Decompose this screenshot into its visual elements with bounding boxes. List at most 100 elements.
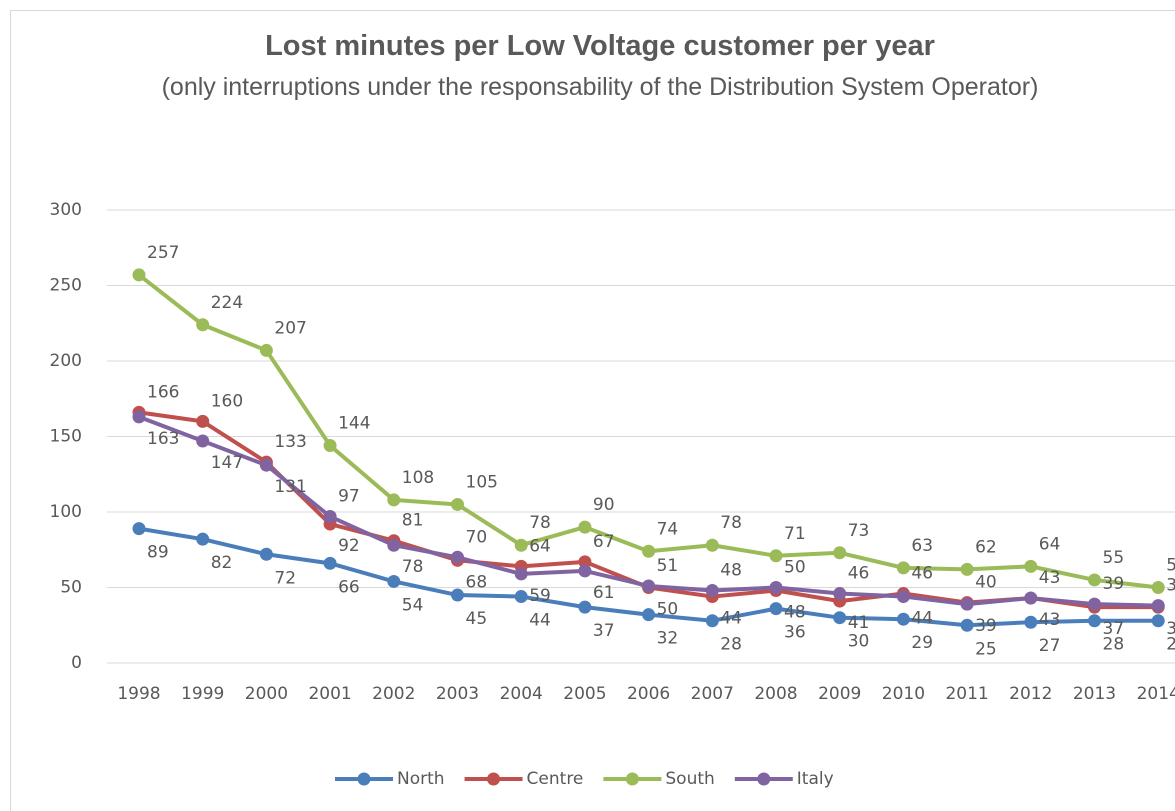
x-tick-label: 2000	[245, 684, 288, 704]
data-point	[259, 458, 273, 472]
data-point	[769, 602, 783, 616]
data-label: 43	[1039, 568, 1061, 588]
data-label: 133	[274, 432, 306, 452]
data-point	[960, 562, 974, 576]
legend-label: Centre	[527, 769, 584, 789]
x-tick-label: 2008	[754, 684, 797, 704]
y-tick-label: 50	[60, 578, 82, 598]
data-point	[1088, 597, 1101, 611]
data-label: 41	[848, 613, 870, 633]
x-tick-label: 2014	[1137, 684, 1175, 704]
data-point	[769, 549, 783, 563]
data-label: 68	[466, 572, 488, 592]
data-label: 37	[1103, 619, 1125, 639]
data-label: 45	[466, 609, 488, 629]
data-point	[578, 564, 592, 578]
x-tick-label: 2003	[436, 684, 479, 704]
data-point	[514, 567, 528, 581]
data-point	[642, 608, 656, 622]
data-point	[323, 510, 337, 524]
data-point	[514, 590, 528, 604]
data-point	[769, 581, 783, 594]
data-label: 78	[402, 557, 424, 577]
data-point	[705, 538, 719, 552]
data-point	[896, 561, 910, 575]
data-label: 147	[211, 453, 243, 473]
data-point	[259, 343, 273, 357]
x-tick-label: 2011	[945, 684, 988, 704]
data-point	[705, 614, 719, 628]
x-tick-label: 2001	[308, 684, 351, 704]
data-point	[578, 600, 592, 614]
legend-label: Italy	[797, 769, 834, 789]
data-point	[196, 414, 210, 428]
x-tick-label: 2010	[882, 684, 925, 704]
legend-label: South	[665, 769, 714, 789]
data-label: 38	[1166, 576, 1175, 596]
y-tick-label: 300	[50, 200, 82, 220]
data-point	[642, 579, 656, 593]
data-label: 72	[274, 568, 296, 588]
data-label: 46	[911, 564, 933, 584]
data-label: 39	[975, 616, 997, 636]
data-point	[196, 532, 210, 546]
legend-marker	[357, 772, 371, 786]
data-label: 224	[211, 293, 243, 313]
legend-marker	[487, 772, 501, 786]
data-label: 89	[147, 543, 169, 563]
data-label: 44	[911, 609, 933, 629]
data-label: 39	[1103, 574, 1125, 594]
data-point	[196, 434, 210, 448]
data-point	[1151, 599, 1165, 613]
data-label: 78	[720, 513, 742, 533]
x-tick-label: 1998	[117, 684, 160, 704]
data-label: 27	[1039, 636, 1061, 656]
y-tick-label: 250	[50, 276, 82, 296]
chart-subtitle: (only interruptions under the responsabi…	[161, 73, 1039, 101]
data-point	[1024, 615, 1038, 629]
data-label: 43	[1039, 610, 1061, 630]
data-point	[1024, 591, 1038, 605]
data-point	[323, 439, 337, 453]
data-point	[1088, 614, 1101, 628]
data-label: 160	[211, 391, 243, 411]
data-label: 50	[1166, 556, 1175, 576]
data-label: 70	[466, 527, 488, 547]
data-point	[387, 538, 401, 552]
data-point	[196, 318, 210, 332]
data-label: 81	[402, 511, 424, 531]
legend-marker	[757, 772, 771, 786]
data-point	[960, 597, 974, 611]
data-point	[833, 611, 847, 625]
y-tick-label: 0	[71, 653, 82, 673]
data-label: 29	[911, 633, 933, 653]
data-label: 207	[274, 318, 306, 338]
data-label: 50	[784, 558, 806, 578]
data-label: 97	[338, 487, 360, 507]
data-label: 30	[848, 632, 870, 652]
data-label: 59	[529, 586, 551, 606]
data-point	[132, 410, 146, 424]
data-point	[642, 544, 656, 558]
chart-border	[10, 10, 1175, 811]
data-label: 64	[1039, 534, 1061, 554]
data-point	[1024, 559, 1038, 573]
data-label: 144	[338, 414, 370, 434]
x-tick-label: 2012	[1009, 684, 1052, 704]
data-label: 25	[975, 639, 997, 659]
data-label: 166	[147, 382, 179, 402]
x-tick-label: 2013	[1073, 684, 1116, 704]
data-label: 63	[911, 536, 933, 556]
data-point	[1151, 614, 1165, 628]
data-label: 74	[657, 519, 679, 539]
data-point	[705, 584, 719, 598]
data-point	[1088, 573, 1101, 587]
data-label: 28	[1166, 635, 1175, 655]
data-label: 73	[848, 521, 870, 541]
data-label: 44	[529, 611, 551, 631]
data-label: 66	[338, 577, 360, 597]
data-label: 64	[529, 536, 551, 556]
data-point	[132, 268, 146, 282]
